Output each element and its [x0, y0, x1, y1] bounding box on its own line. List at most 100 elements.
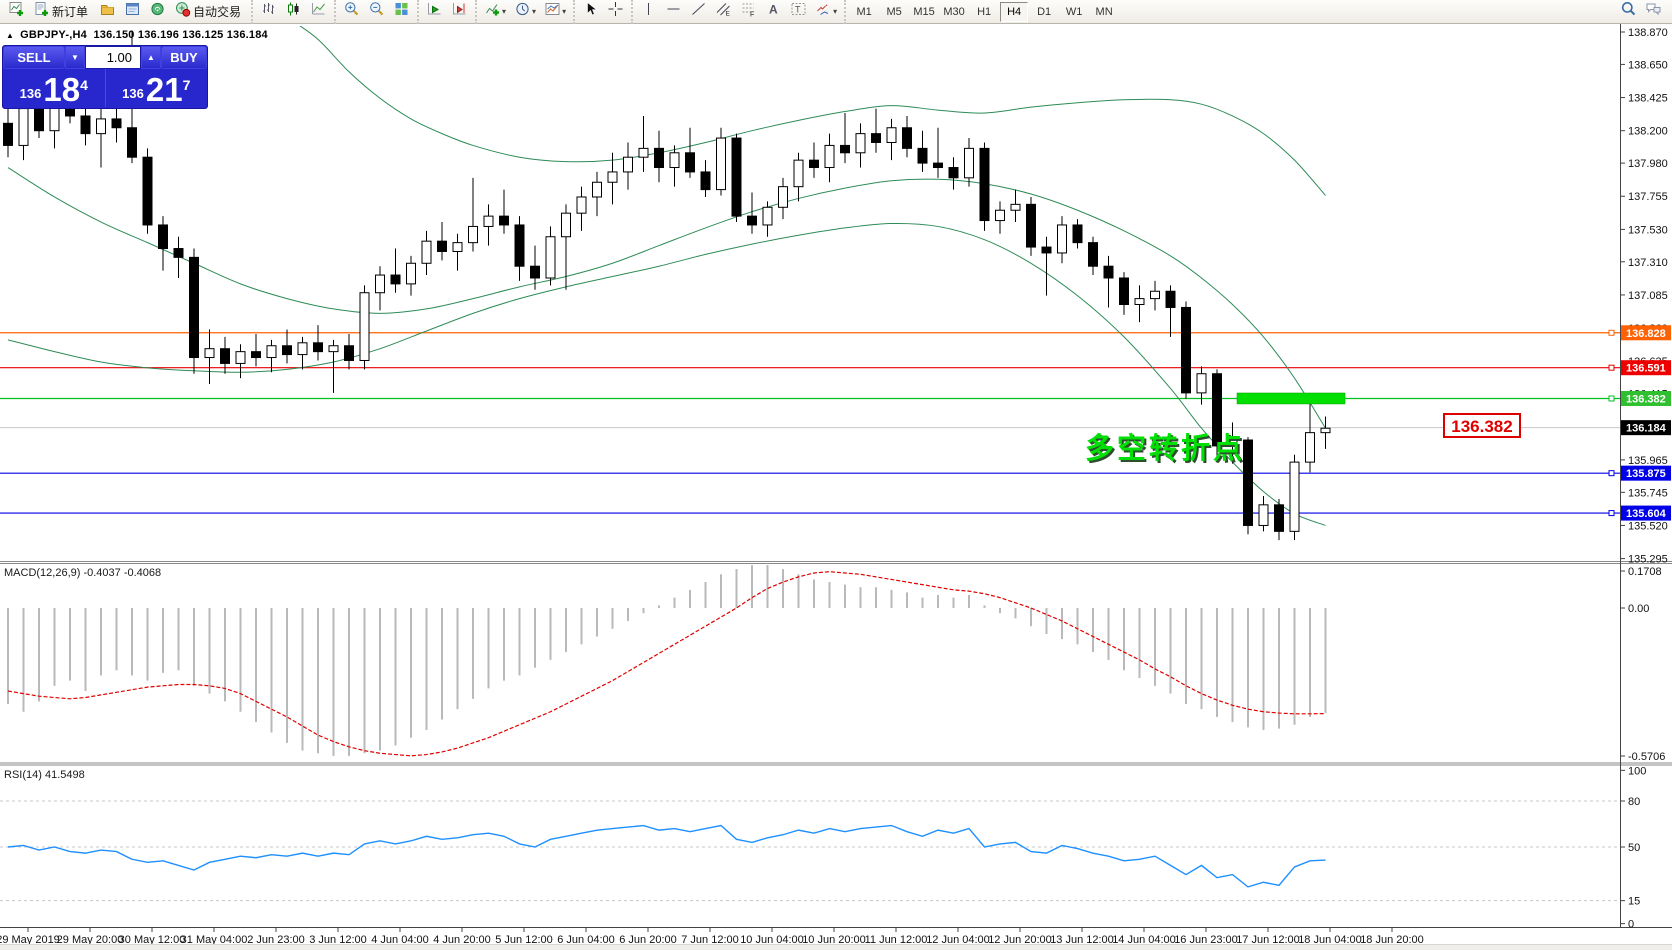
navigator-button[interactable] — [146, 0, 169, 24]
dropdown-caret-icon: ▾ — [833, 7, 838, 16]
candle-body — [995, 209, 1005, 222]
hline-handle[interactable] — [1608, 395, 1615, 402]
time-tick-label: 18 Jun 20:00 — [1360, 934, 1424, 946]
arrows-button[interactable]: ▾ — [812, 0, 840, 24]
search-button[interactable] — [1617, 0, 1640, 24]
text-button[interactable]: A — [762, 0, 785, 24]
candle-body — [313, 342, 323, 353]
chart-symbol-header: ▲ GBPJPY-,H4 136.150 136.196 136.125 136.… — [6, 29, 268, 41]
chart-shift-button[interactable] — [448, 0, 471, 24]
zoom-out-button[interactable] — [365, 0, 388, 24]
sell-button[interactable]: SELL — [3, 46, 65, 69]
new-order-button[interactable]: 新订单 — [30, 0, 94, 24]
candle-body — [111, 118, 122, 129]
community-chat-button[interactable] — [1642, 0, 1665, 24]
rsi-tick-label: 15 — [1628, 896, 1640, 908]
market-watch-button[interactable] — [121, 0, 144, 24]
candle-body — [716, 137, 726, 191]
cursor-button[interactable] — [579, 0, 602, 24]
market-watch-icon — [124, 1, 141, 22]
candle-chart-mode-button[interactable] — [282, 0, 305, 24]
candle-body — [654, 147, 664, 169]
time-tick-label: 7 Jun 12:00 — [681, 934, 739, 946]
highlight-rectangle[interactable] — [1236, 392, 1346, 405]
hline-handle[interactable] — [1608, 364, 1615, 371]
templates-button[interactable]: ▾ — [541, 0, 569, 24]
main-price-panel[interactable] — [0, 24, 1620, 541]
periods-button[interactable]: ▾ — [511, 0, 539, 24]
auto-trading-button[interactable]: 自动交易 — [171, 0, 247, 24]
fibonacci-button[interactable]: F — [737, 0, 760, 24]
horizontal-line-button[interactable] — [662, 0, 685, 24]
toolbar-group — [573, 0, 631, 24]
svg-text:136.828: 136.828 — [1626, 328, 1666, 340]
auto-scroll-button[interactable] — [423, 0, 446, 24]
candle-body — [452, 242, 463, 252]
price-tag-136.184: 136.184 — [1621, 420, 1671, 436]
toolbar-right — [1616, 0, 1672, 24]
timeframe-W1-button[interactable]: W1 — [1065, 5, 1083, 18]
price-axis[interactable]: 138.870 138.650 138.425 138.200 137.980 137.7… — [1620, 27, 1671, 931]
time-tick-label: 17 Jun 12:00 — [1236, 934, 1300, 946]
timeframe-H1-button[interactable]: H1 — [977, 5, 992, 18]
bar-chart-mode-button[interactable] — [257, 0, 280, 24]
price-tick-label: 138.425 — [1628, 93, 1668, 105]
hline-handle[interactable] — [1608, 329, 1615, 336]
hline-handle[interactable] — [1608, 510, 1615, 517]
time-tick-label: 4 Jun 04:00 — [371, 934, 429, 946]
timeframe-D1-button[interactable]: D1 — [1037, 5, 1052, 18]
timeframe-M15-button[interactable]: M15 — [913, 5, 935, 18]
hline-handle[interactable] — [1608, 470, 1615, 477]
arrows-icon — [815, 1, 832, 22]
buy-price-display[interactable]: 136 21 7 — [106, 69, 208, 107]
collapse-arrow-icon[interactable]: ▲ — [6, 31, 15, 40]
profiles-icon — [99, 1, 116, 22]
trendline-button[interactable] — [687, 0, 710, 24]
dropdown-caret-icon: ▾ — [532, 7, 537, 16]
crosshair-button[interactable] — [604, 0, 627, 24]
profiles-button[interactable] — [96, 0, 119, 24]
candle-body — [762, 206, 773, 226]
timeframe-M30-button[interactable]: M30 — [943, 5, 965, 18]
tile-windows-button[interactable] — [390, 0, 413, 24]
macd-signal-line — [7, 571, 1326, 757]
svg-text:136.382: 136.382 — [1626, 393, 1666, 405]
new-chart-button[interactable] — [5, 0, 28, 24]
timeframe-H4-button[interactable]: H4 — [1000, 1, 1029, 22]
candle-body — [933, 162, 943, 169]
text-label-button[interactable]: T — [787, 0, 810, 24]
sell-price-prefix: 136 — [19, 86, 42, 101]
buy-button[interactable]: BUY — [161, 46, 207, 69]
sell-price-display[interactable]: 136 18 4 — [3, 69, 106, 107]
rsi-panel[interactable] — [0, 800, 1620, 902]
timeframe-M5-button[interactable]: M5 — [886, 5, 902, 18]
candle-body — [576, 196, 587, 214]
search-icon — [1620, 1, 1637, 22]
text-label-icon: T — [790, 1, 807, 22]
timeframe-M1-button[interactable]: M1 — [856, 5, 872, 18]
volume-decrease-button[interactable]: ▼ — [65, 46, 85, 69]
candle-body — [127, 127, 137, 158]
macd-panel[interactable] — [7, 564, 1327, 757]
vertical-line-button[interactable] — [637, 0, 660, 24]
price-tick-label: 138.870 — [1628, 27, 1668, 39]
price-tag-136.591: 136.591 — [1621, 360, 1671, 376]
equidistant-channel-button[interactable]: E — [712, 0, 735, 24]
volume-increase-button[interactable]: ▲ — [141, 46, 161, 69]
macd-tick-label: 0.1708 — [1628, 566, 1662, 578]
candle-body — [1150, 290, 1160, 300]
timeframe-MN-button[interactable]: MN — [1095, 5, 1113, 18]
candle-body — [1289, 461, 1300, 532]
candle-body — [3, 122, 13, 146]
chart-canvas[interactable]: 138.870 138.650 138.425 138.200 137.980 137.7… — [0, 24, 1672, 950]
turning-point-annotation[interactable]: 多空转折点 — [1085, 433, 1246, 465]
candle-body — [1181, 306, 1191, 394]
line-chart-mode-button[interactable] — [307, 0, 330, 24]
indicators-add-button[interactable]: ▾ — [481, 0, 509, 24]
chart-window[interactable]: 138.870 138.650 138.425 138.200 137.980 137.7… — [0, 24, 1672, 950]
zoom-in-button[interactable] — [340, 0, 363, 24]
candle-body — [1258, 504, 1269, 526]
volume-input[interactable] — [85, 46, 141, 69]
price-callout-label[interactable]: 136.382 — [1443, 413, 1521, 438]
